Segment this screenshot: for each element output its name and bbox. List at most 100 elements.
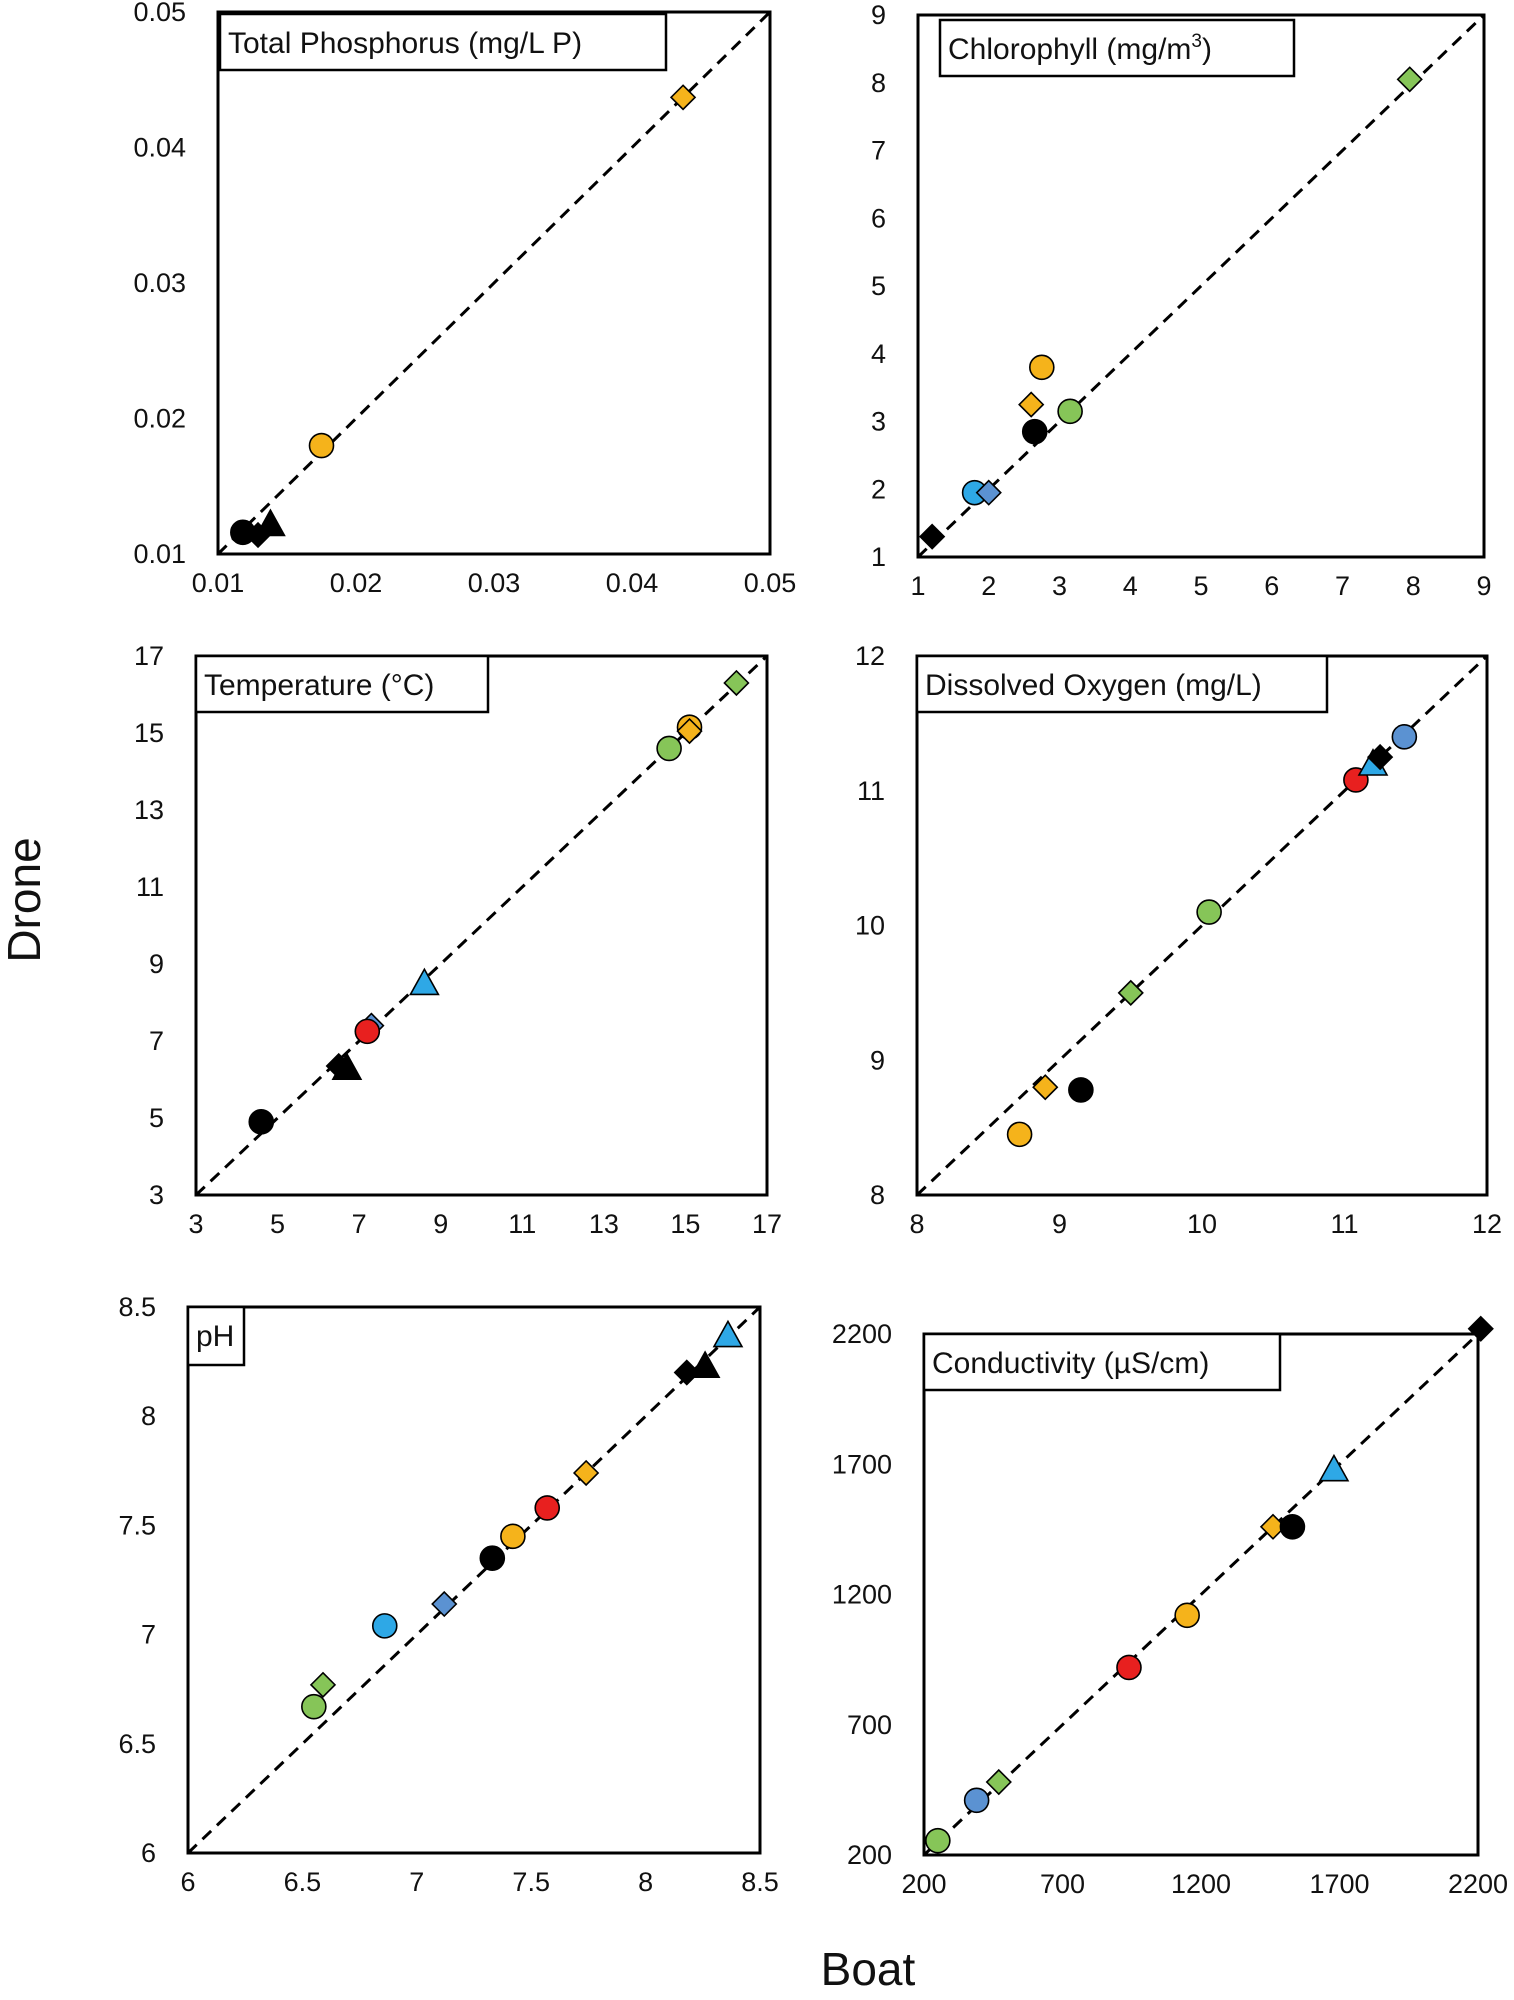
conductivity-x-tick-label: 1700 <box>1309 1869 1369 1899</box>
total-phosphorus-title-box <box>218 12 668 72</box>
chlorophyll-one-to-one-line <box>916 13 1486 559</box>
dissolved-oxygen-point-diamond-green <box>1117 979 1144 1007</box>
chlorophyll-x-tick-label: 4 <box>1123 571 1138 601</box>
conductivity-point-circle-green <box>925 1827 951 1854</box>
conductivity-one-to-one-line <box>922 1332 1480 1857</box>
total-phosphorus-point-diamond-orange <box>669 84 697 111</box>
ph-y-tick-label: 8.5 <box>118 1292 156 1322</box>
dissolved-oxygen-point-diamond-black <box>1366 743 1394 771</box>
total-phosphorus-title: Total Phosphorus (mg/L P) <box>228 27 582 60</box>
conductivity-point-circle-orange <box>1174 1602 1200 1629</box>
x-axis-label: Boat <box>821 1943 916 1995</box>
conductivity-x-tick-label: 2200 <box>1448 1869 1508 1899</box>
chlorophyll-plot-frame <box>916 13 1486 559</box>
temperature-point-triangle-black <box>331 1052 363 1080</box>
chlorophyll-title-box <box>938 18 1296 78</box>
dissolved-oxygen-x-tick-label: 8 <box>909 1209 924 1239</box>
total-phosphorus-point-circle-orange <box>308 432 335 459</box>
total-phosphorus-point-triangle-black <box>255 508 286 537</box>
temperature-y-tick-label: 3 <box>149 1180 164 1210</box>
dissolved-oxygen-title-box <box>915 654 1329 714</box>
ph-y-tick-label: 6.5 <box>118 1729 156 1759</box>
chlorophyll-point-diamond-green <box>1396 66 1423 93</box>
dissolved-oxygen-point-circle-green <box>1196 899 1222 925</box>
temperature-y-tick-label: 15 <box>134 718 164 748</box>
dissolved-oxygen-point-circle-steel <box>1391 724 1418 750</box>
conductivity-y-tick-label: 1200 <box>832 1580 892 1610</box>
conductivity-point-triangle-blue <box>1318 1453 1350 1482</box>
conductivity-x-tick-label: 1200 <box>1171 1869 1231 1899</box>
temperature-y-tick-label: 9 <box>149 949 164 979</box>
ph-y-tick-label: 6 <box>141 1838 156 1868</box>
conductivity-point-diamond-green <box>985 1768 1012 1796</box>
panel-temperature: 3 5 7 9 11 13 15 17 3 5 7 9 11 13 15 17 Temperature (°C) <box>134 641 782 1239</box>
ph-y-tick-label: 7.5 <box>118 1510 156 1540</box>
ph-point-circle-green <box>301 1693 327 1720</box>
chlorophyll-y-tick-label: 7 <box>871 136 886 166</box>
conductivity-x-tick-label: 700 <box>1040 1869 1085 1899</box>
ph-point-diamond-orange <box>572 1459 600 1487</box>
temperature-x-tick-label: 15 <box>670 1209 700 1239</box>
panel-dissolved-oxygen: 8 9 10 11 12 8 9 10 11 12 Dissolved Oxygen (mg/L) <box>855 641 1502 1239</box>
dissolved-oxygen-title: Dissolved Oxygen (mg/L) <box>925 669 1262 702</box>
temperature-point-diamond-green <box>723 669 750 697</box>
ph-x-tick-label: 8 <box>638 1867 653 1897</box>
chlorophyll-x-tick-label: 2 <box>981 571 996 601</box>
temperature-x-tick-label: 13 <box>589 1209 619 1239</box>
conductivity-title-box <box>922 1332 1282 1392</box>
temperature-x-tick-label: 11 <box>508 1209 536 1239</box>
chlorophyll-y-tick-label: 2 <box>871 474 886 504</box>
chlorophyll-x-tick-label: 9 <box>1476 571 1491 601</box>
conductivity-y-tick-label: 1700 <box>832 1449 892 1479</box>
chlorophyll-point-diamond-orange <box>1018 391 1045 418</box>
conductivity-title: Conductivity (µS/cm) <box>932 1347 1209 1380</box>
ph-point-diamond-black <box>673 1359 700 1386</box>
chlorophyll-point-diamond-steel <box>975 479 1002 506</box>
total-phosphorus-plot-frame <box>216 10 772 556</box>
panel-total-phosphorus: 0.01 0.02 0.03 0.04 0.05 0.01 0.02 0.03 0.04 0.05… <box>133 0 796 598</box>
ph-x-tick-label: 6 <box>180 1867 195 1897</box>
chlorophyll-x-tick-label: 5 <box>1193 571 1208 601</box>
temperature-point-triangle-blue <box>409 967 440 996</box>
chlorophyll-point-circle-green <box>1057 398 1083 425</box>
total-phosphorus-y-tick-label: 0.04 <box>133 133 186 163</box>
conductivity-point-circle-steel <box>963 1787 990 1814</box>
ph-point-diamond-green <box>309 1671 337 1698</box>
panel-ph: 6 6.5 7 7.5 8 8.5 6 6.5 7 7.5 8 8.5 pH <box>118 1292 778 1897</box>
total-phosphorus-x-tick-label: 0.04 <box>606 568 659 598</box>
temperature-y-tick-label: 11 <box>136 872 164 902</box>
temperature-y-tick-label: 13 <box>134 795 164 825</box>
dissolved-oxygen-x-tick-label: 12 <box>1472 1209 1502 1239</box>
dissolved-oxygen-x-tick-label: 10 <box>1187 1209 1217 1239</box>
temperature-one-to-one-line <box>194 654 769 1197</box>
temperature-x-tick-label: 17 <box>752 1209 782 1239</box>
total-phosphorus-y-tick-label: 0.05 <box>133 0 186 27</box>
dissolved-oxygen-y-tick-label: 8 <box>870 1180 885 1210</box>
ph-x-tick-label: 6.5 <box>284 1867 322 1897</box>
chlorophyll-y-tick-label: 3 <box>871 407 886 437</box>
conductivity-point-circle-black <box>1279 1513 1306 1540</box>
ph-point-circle-blue <box>371 1613 398 1639</box>
dissolved-oxygen-x-tick-label: 11 <box>1330 1209 1358 1239</box>
chlorophyll-y-tick-label: 8 <box>871 68 886 98</box>
temperature-point-circle-green <box>656 735 682 762</box>
temperature-point-diamond-orange <box>676 717 703 745</box>
total-phosphorus-y-tick-label: 0.02 <box>133 404 186 434</box>
conductivity-y-tick-label: 200 <box>847 1840 892 1870</box>
temperature-y-tick-label: 17 <box>134 641 164 671</box>
dissolved-oxygen-x-tick-label: 9 <box>1052 1209 1067 1239</box>
chlorophyll-y-tick-label: 9 <box>871 0 886 30</box>
ph-point-triangle-blue <box>712 1319 744 1348</box>
ph-x-tick-label: 7 <box>409 1867 424 1897</box>
panel-conductivity: 200 700 1200 1700 2200 200 700 1200 1700 2200 Cond… <box>832 1315 1508 1899</box>
dissolved-oxygen-y-tick-label: 11 <box>857 776 885 806</box>
ph-one-to-one-line <box>186 1305 762 1855</box>
temperature-x-tick-label: 7 <box>352 1209 367 1239</box>
total-phosphorus-y-tick-label: 0.03 <box>133 268 186 298</box>
temperature-x-tick-label: 9 <box>433 1209 448 1239</box>
dissolved-oxygen-point-diamond-orange <box>1032 1074 1059 1101</box>
chlorophyll-x-tick-label: 8 <box>1406 571 1421 601</box>
conductivity-point-diamond-black <box>1467 1315 1494 1342</box>
conductivity-x-tick-label: 200 <box>901 1869 946 1899</box>
